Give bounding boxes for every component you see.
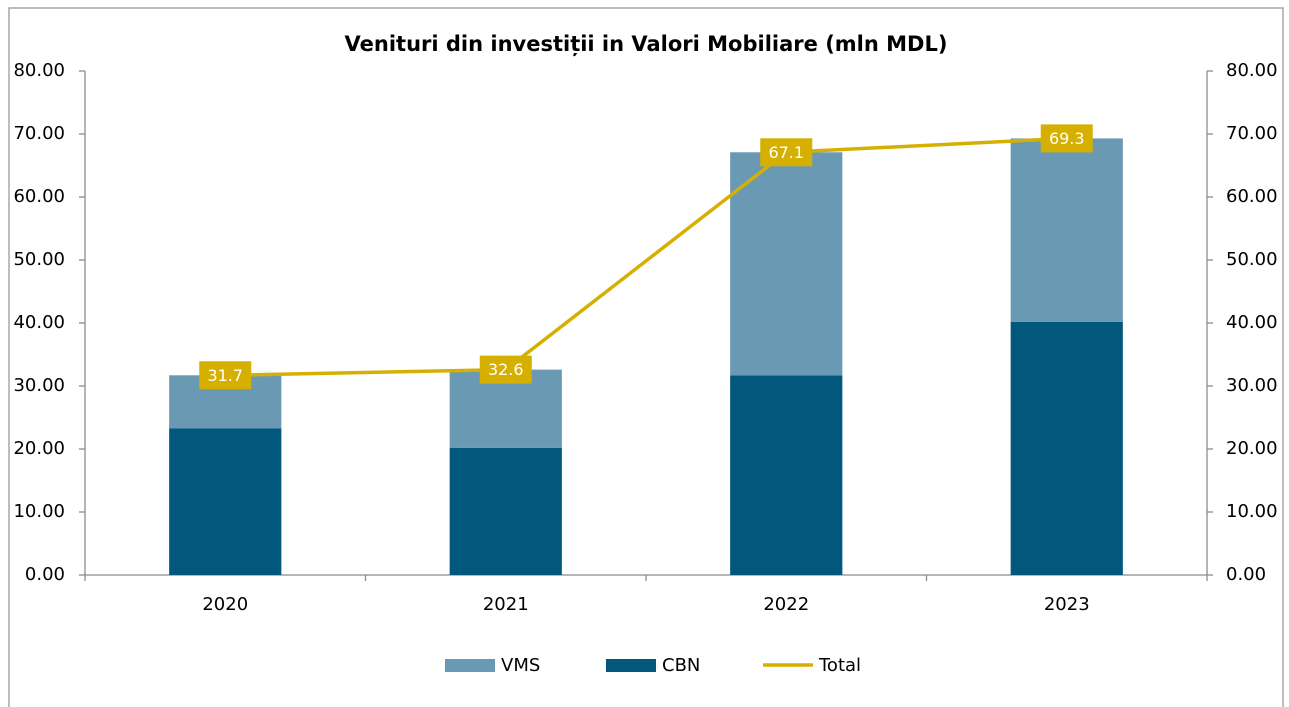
y-tick-label: 30.00 (13, 375, 65, 396)
y2-tick-label: 50.00 (1226, 249, 1278, 270)
y-tick-label: 70.00 (13, 123, 65, 144)
data-label: 31.7 (207, 366, 243, 385)
y-tick-label: 0.00 (25, 564, 65, 585)
chart-title: Venituri din investiții in Valori Mobili… (345, 32, 948, 57)
data-label-box (1040, 124, 1093, 153)
legend-label: Total (818, 655, 861, 676)
y-tick-label: 40.00 (13, 312, 65, 333)
bar (730, 152, 843, 376)
y-tick-label: 80.00 (13, 60, 65, 81)
data-label: 32.6 (488, 360, 524, 379)
y2-tick-label: 80.00 (1226, 60, 1278, 81)
y-tick-label: 20.00 (13, 438, 65, 459)
bar (730, 375, 843, 575)
y-tick-label: 50.00 (13, 249, 65, 270)
x-tick-label: 2022 (763, 594, 809, 615)
bar (169, 428, 282, 575)
legend-swatch (445, 659, 495, 672)
bar (1010, 321, 1123, 575)
data-label-box (199, 361, 252, 390)
y2-tick-label: 40.00 (1226, 312, 1278, 333)
bar (449, 447, 562, 575)
y2-tick-label: 10.00 (1226, 501, 1278, 522)
data-label: 67.1 (768, 143, 804, 162)
data-label: 69.3 (1049, 129, 1085, 148)
x-tick-label: 2023 (1044, 594, 1090, 615)
y2-tick-label: 0.00 (1226, 564, 1266, 585)
x-tick-label: 2021 (483, 594, 529, 615)
y2-tick-label: 60.00 (1226, 186, 1278, 207)
y2-tick-label: 70.00 (1226, 123, 1278, 144)
line (225, 136, 1067, 378)
legend-swatch (606, 659, 656, 672)
y-tick-label: 10.00 (13, 501, 65, 522)
legend-label: VMS (501, 655, 540, 676)
x-tick-label: 2020 (202, 594, 248, 615)
data-label-box (760, 138, 813, 167)
y2-tick-label: 20.00 (1226, 438, 1278, 459)
legend-label: CBN (662, 655, 700, 676)
y2-tick-label: 30.00 (1226, 375, 1278, 396)
data-label-box (479, 355, 532, 384)
bar (1010, 138, 1123, 322)
y-tick-label: 60.00 (13, 186, 65, 207)
